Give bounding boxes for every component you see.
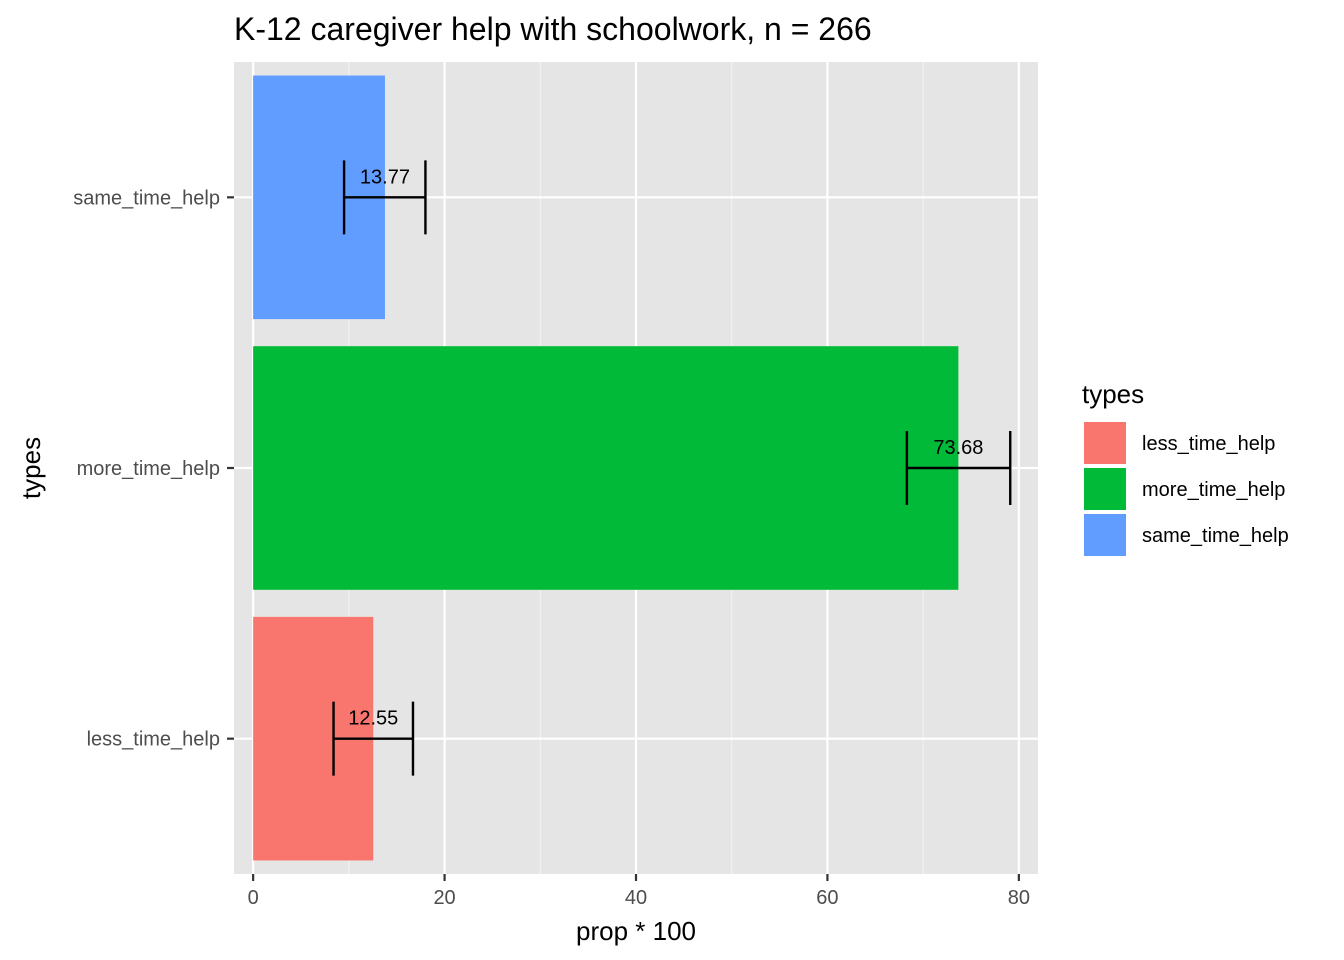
legend-swatch-same_time_help [1084,514,1126,556]
chart-title: K-12 caregiver help with schoolwork, n =… [234,11,872,47]
x-tick-label: 80 [1008,887,1030,909]
data-label-less_time_help: 12.55 [348,708,398,730]
legend-label-less_time_help: less_time_help [1142,433,1275,455]
x-tick-label: 0 [248,887,259,909]
legend-label-same_time_help: same_time_help [1142,525,1289,547]
error-bars [332,160,1012,776]
y-axis: less_time_help more_time_help same_time_he… [73,187,234,751]
y-tick-label-less_time_help: less_time_help [87,729,220,751]
legend-swatch-more_time_help [1084,468,1126,510]
bar-more_time_help [253,346,959,590]
data-label-more_time_help: 73.68 [933,437,983,459]
y-axis-title: types [16,437,46,499]
legend: types less_time_help more_time_help same_t… [1082,379,1289,556]
x-tick-label: 20 [433,887,455,909]
y-tick-label-more_time_help: more_time_help [77,458,220,480]
data-label-same_time_help: 13.77 [360,166,410,188]
legend-label-more_time_help: more_time_help [1142,479,1285,501]
x-axis: 0 20 40 60 80 [248,874,1030,909]
legend-title: types [1082,379,1144,409]
x-tick-label: 60 [816,887,838,909]
x-tick-label: 40 [625,887,647,909]
data-labels: 12.55 73.68 13.77 [348,166,983,729]
legend-swatch-less_time_help [1084,422,1126,464]
x-axis-title: prop * 100 [576,916,696,946]
legend-items: less_time_help more_time_help same_time_he… [1084,422,1289,556]
y-tick-label-same_time_help: same_time_help [73,187,220,209]
